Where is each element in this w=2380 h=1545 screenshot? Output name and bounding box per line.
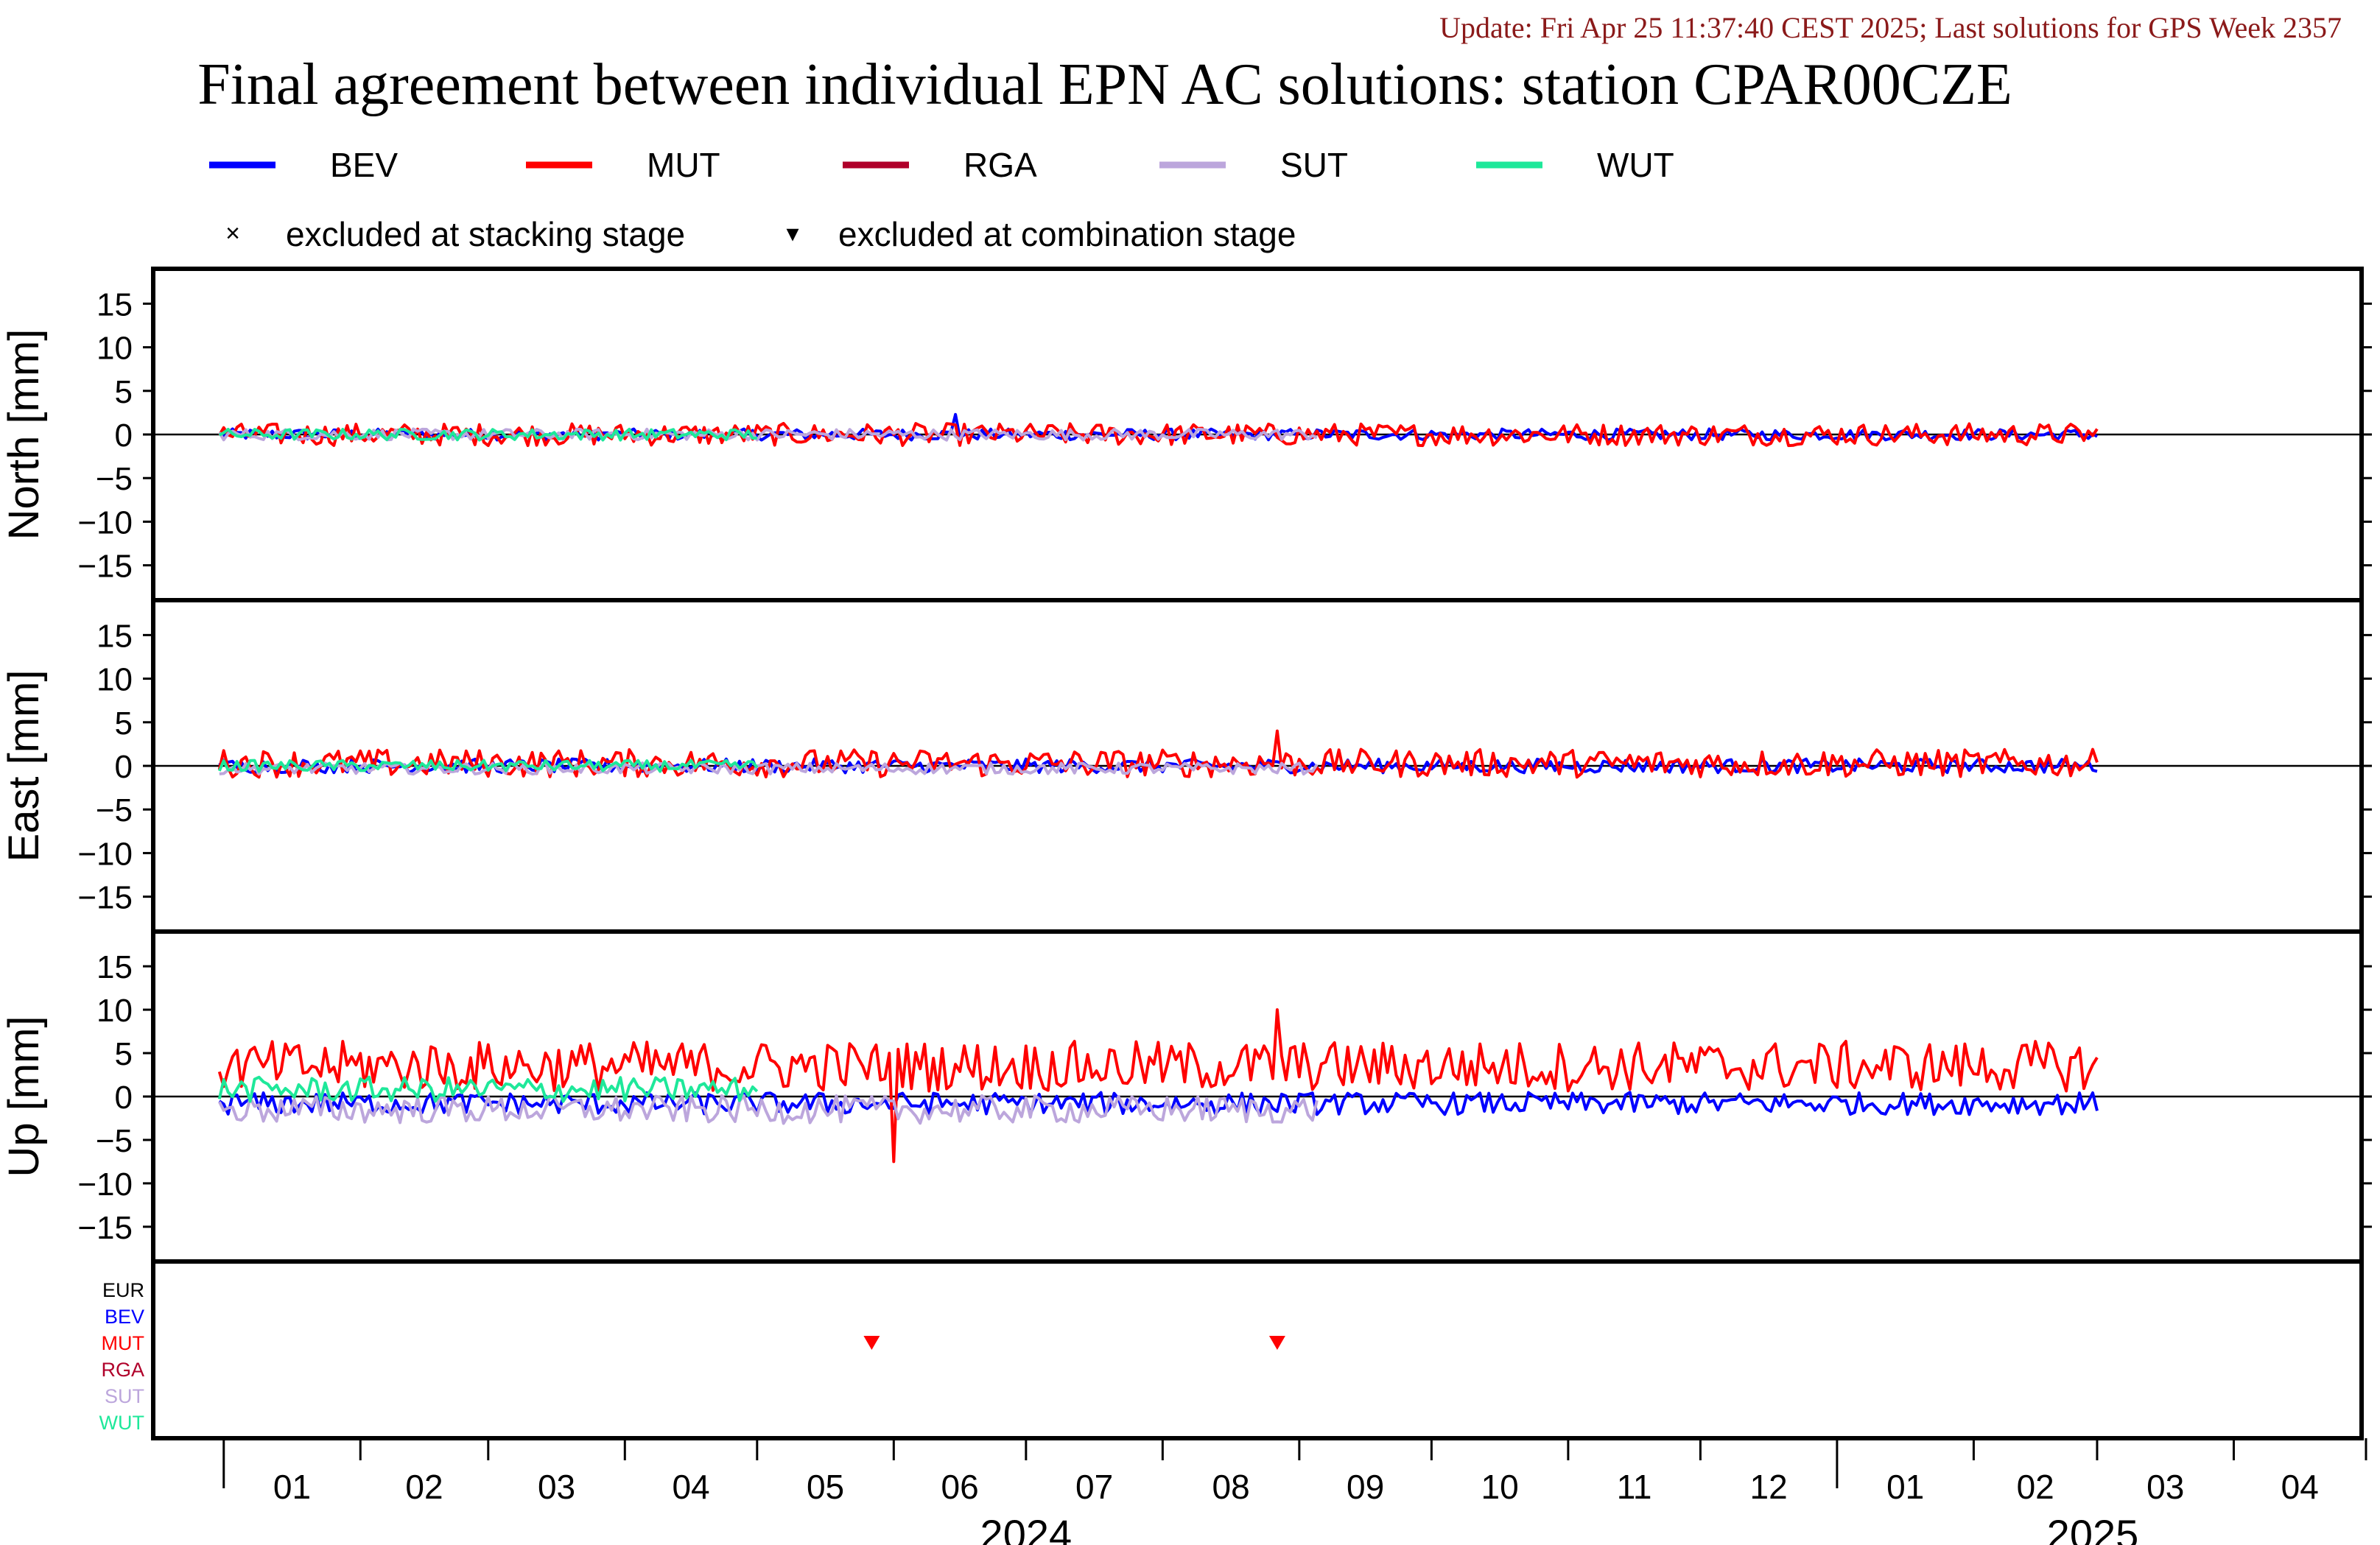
ytick-label-east: −15	[77, 880, 133, 916]
ytick-label-east: −5	[96, 792, 133, 828]
ytick-label-up: 15	[96, 949, 133, 985]
xtick-label-month: 02	[405, 1468, 443, 1506]
ytick-label-north: −15	[77, 549, 133, 585]
xtick-label-month: 12	[1750, 1468, 1788, 1506]
series-mut-east	[217, 729, 2099, 779]
ac-label-eur: EUR	[102, 1279, 144, 1301]
ytick-label-north: 10	[96, 331, 133, 367]
ytick-label-east: 15	[96, 618, 133, 654]
ylabel-east: East [mm]	[0, 669, 48, 862]
ytick-label-up: 0	[115, 1080, 133, 1116]
xtick-label-month: 06	[941, 1468, 978, 1506]
xtick-label-month: 02	[2017, 1468, 2054, 1506]
chart-title: Final agreement between individual EPN A…	[197, 52, 2012, 117]
ytick-label-north: 0	[115, 418, 133, 454]
ytick-label-east: 0	[115, 749, 133, 785]
xtick-label-month: 07	[1075, 1468, 1113, 1506]
series-wut-up	[217, 1075, 759, 1103]
ac-label-sut: SUT	[105, 1385, 144, 1407]
year-label-2024: 2024	[980, 1511, 1073, 1545]
exclusion-marker	[1268, 1336, 1285, 1350]
ac-label-bev: BEV	[105, 1306, 144, 1328]
legend-label-rga: RGA	[963, 146, 1037, 184]
series-wut-north	[218, 427, 757, 442]
series-wut-east	[217, 759, 759, 773]
panel-frame-3	[151, 1259, 2364, 1440]
xtick-label-month: 01	[273, 1468, 311, 1506]
ylabel-north: North [mm]	[0, 329, 48, 541]
ytick-label-up: 5	[115, 1036, 133, 1072]
legend-label-wut: WUT	[1597, 146, 1674, 184]
xtick-label-month: 09	[1347, 1468, 1384, 1506]
xtick-label-month: 11	[1617, 1468, 1652, 1506]
legend-stacking-marker: ×	[225, 219, 240, 247]
legend-label-bev: BEV	[330, 146, 398, 184]
legend-label-mut: MUT	[647, 146, 720, 184]
series-mut-up	[217, 1008, 2099, 1164]
ac-label-rga: RGA	[101, 1359, 144, 1381]
legend-combination-label: excluded at combination stage	[838, 215, 1296, 253]
exclusion-marker	[863, 1336, 880, 1350]
ytick-label-up: −15	[77, 1210, 133, 1246]
xtick-label-month: 04	[2281, 1468, 2319, 1506]
xtick-label-month: 03	[538, 1468, 575, 1506]
series-sut-up	[218, 1094, 1319, 1125]
ytick-label-up: −10	[77, 1166, 133, 1203]
ytick-label-east: 10	[96, 662, 133, 698]
ylabel-up: Up [mm]	[0, 1016, 48, 1177]
ytick-label-north: 5	[115, 374, 133, 410]
xtick-label-month: 03	[2146, 1468, 2184, 1506]
legend-label-sut: SUT	[1280, 146, 1348, 184]
ytick-label-north: 15	[96, 286, 133, 323]
ytick-label-north: −10	[77, 504, 133, 541]
ytick-label-up: −5	[96, 1123, 133, 1159]
legend-stacking-label: excluded at stacking stage	[286, 215, 685, 253]
series-sut-north	[218, 427, 1318, 442]
series-mut-north	[218, 421, 2099, 448]
ytick-label-east: −10	[77, 836, 133, 872]
update-timestamp: Update: Fri Apr 25 11:37:40 CEST 2025; L…	[1439, 11, 2342, 44]
ytick-label-up: 10	[96, 993, 133, 1029]
series-bev-up	[218, 1091, 2099, 1116]
year-label-2025: 2025	[2047, 1511, 2139, 1545]
xtick-label-month: 08	[1212, 1468, 1250, 1506]
ac-label-wut: WUT	[99, 1412, 144, 1434]
xtick-label-month: 04	[672, 1468, 709, 1506]
ytick-label-east: 5	[115, 705, 133, 742]
xtick-label-month: 01	[1886, 1468, 1924, 1506]
ytick-label-north: −5	[96, 461, 133, 497]
xtick-label-month: 10	[1481, 1468, 1519, 1506]
ac-label-mut: MUT	[102, 1332, 144, 1354]
legend-combination-marker: ▾	[786, 219, 798, 247]
xtick-label-month: 05	[807, 1468, 844, 1506]
